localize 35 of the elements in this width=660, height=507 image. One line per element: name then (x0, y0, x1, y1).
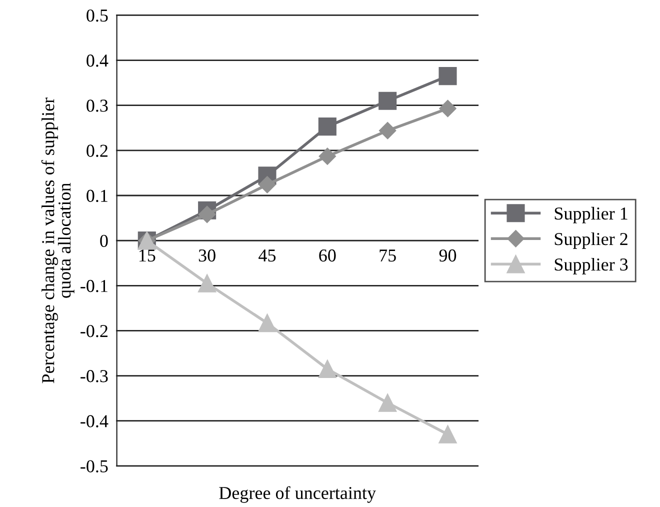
y-tick-label: -0.4 (80, 415, 108, 428)
legend-label: Supplier 3 (554, 258, 628, 274)
point (378, 92, 397, 110)
x-tick-label: 15 (139, 250, 156, 262)
y-tick-label: 0 (100, 234, 108, 248)
point (439, 100, 456, 118)
point (438, 425, 457, 444)
y-tick-label: 0.4 (86, 54, 108, 67)
x-tick-label: 30 (198, 249, 216, 262)
x-tick-label: 90 (439, 249, 456, 262)
legend-label: Supplier 2 (554, 232, 628, 249)
x-tick-label: 75 (380, 250, 396, 262)
y-tick-label: -0.3 (80, 370, 108, 382)
x-tick-label: 60 (319, 249, 336, 262)
point (378, 394, 397, 412)
point (318, 360, 336, 378)
x-tick-label: 45 (258, 250, 276, 262)
point (258, 176, 276, 194)
y-tick-label: 0.2 (86, 144, 108, 157)
y-axis-title: Percentage change in values of supplier quota allocation (41, 98, 74, 384)
y-tick-label: -0.2 (80, 324, 108, 338)
legend-label: Supplier 1 (554, 206, 628, 224)
point (198, 274, 216, 292)
point (379, 122, 396, 140)
point (258, 314, 276, 332)
point (438, 67, 457, 86)
y-tick-label: -0.1 (80, 280, 108, 292)
y-tick-label: -0.5 (80, 460, 108, 472)
y-tick-label: 0.3 (86, 100, 108, 112)
point (318, 118, 336, 136)
x-axis-title: Degree of uncertainty (219, 486, 376, 503)
point (198, 206, 216, 223)
y-tick-label: 0.1 (86, 190, 108, 202)
y-tick-label: 0.5 (86, 9, 108, 22)
point (318, 148, 336, 165)
